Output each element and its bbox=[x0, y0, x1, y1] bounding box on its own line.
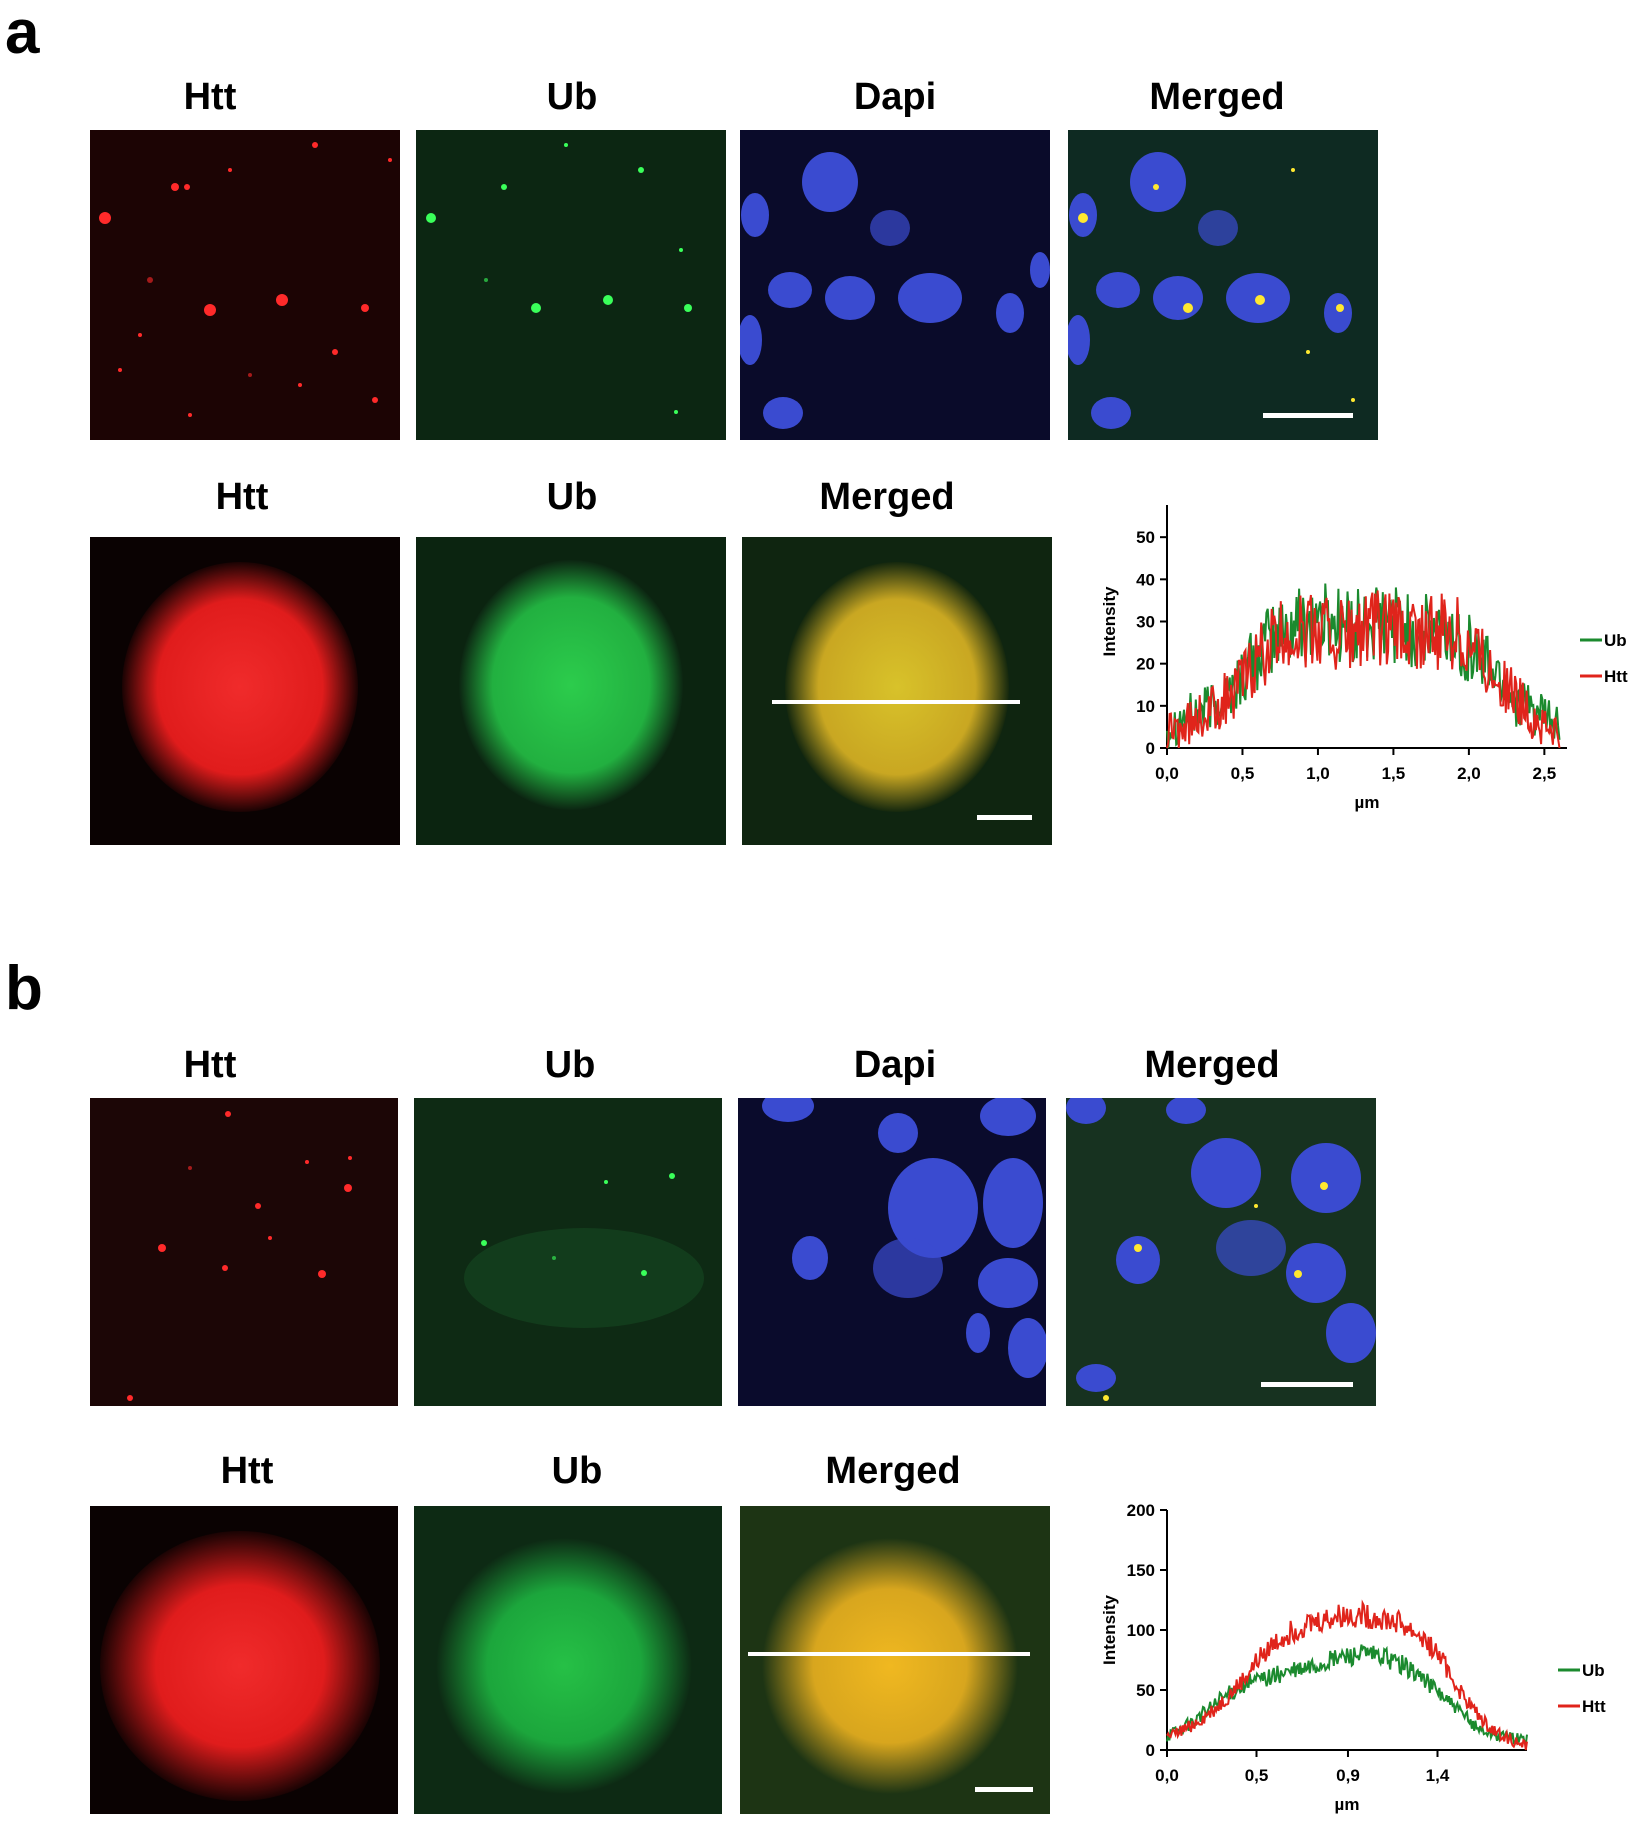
chart-b-y-tick-label: 150 bbox=[1127, 1561, 1155, 1580]
chart-b-series-htt bbox=[1166, 1599, 1528, 1751]
chart-b-y-tick-label: 50 bbox=[1136, 1681, 1155, 1700]
line-profile-marker bbox=[772, 700, 1020, 704]
zoom-b-ub bbox=[414, 1506, 722, 1814]
chart-a-x-label: µm bbox=[1355, 793, 1380, 812]
chart-b-legend-label-htt: Htt bbox=[1582, 1697, 1606, 1716]
panel-letter-a: a bbox=[5, 0, 40, 67]
zoom-b-htt bbox=[90, 1506, 398, 1814]
chart-b-x-tick-label: 0,5 bbox=[1245, 1766, 1269, 1785]
line-profile-marker bbox=[748, 1652, 1030, 1656]
chart-a-y-tick-label: 0 bbox=[1146, 739, 1155, 758]
label-b-htt: Htt bbox=[183, 1044, 237, 1086]
label-b-dapi: Dapi bbox=[853, 1044, 937, 1086]
micrograph-a-htt bbox=[90, 130, 400, 440]
chart-b-x-tick-label: 1,4 bbox=[1426, 1766, 1450, 1785]
label-b-merged: Merged bbox=[1144, 1044, 1280, 1086]
label-b-zoom-ub: Ub bbox=[551, 1450, 603, 1492]
zoom-b-merged bbox=[740, 1506, 1050, 1814]
label-a-htt: Htt bbox=[183, 76, 237, 118]
micrograph-b-htt bbox=[90, 1098, 398, 1406]
chart-a-x-tick-label: 0,0 bbox=[1155, 764, 1179, 783]
chart-b-y-tick-label: 200 bbox=[1127, 1501, 1155, 1520]
panel-letter-b: b bbox=[5, 954, 43, 1023]
chart-a-x-tick-label: 2,5 bbox=[1533, 764, 1557, 783]
chart-a-x-tick-label: 1,0 bbox=[1306, 764, 1330, 783]
chart-b-series-ub bbox=[1166, 1644, 1528, 1747]
label-a-dapi: Dapi bbox=[853, 76, 937, 118]
chart-b-legend-label-ub: Ub bbox=[1582, 1661, 1605, 1680]
chart-a-x-tick-label: 2,0 bbox=[1457, 764, 1481, 783]
label-a-ub: Ub bbox=[546, 76, 598, 118]
chart-a-y-tick-label: 40 bbox=[1136, 570, 1155, 589]
chart-b-y-tick-label: 100 bbox=[1127, 1621, 1155, 1640]
chart-b-x-tick-label: 0,9 bbox=[1336, 1766, 1360, 1785]
scale-bar bbox=[975, 1787, 1033, 1792]
label-a-zoom-htt: Htt bbox=[215, 476, 269, 518]
scale-bar bbox=[977, 815, 1032, 820]
chart-b-x-label: µm bbox=[1335, 1795, 1360, 1814]
chart-a-y-tick-label: 20 bbox=[1136, 655, 1155, 674]
chart-a-y-label: Intensity bbox=[1100, 586, 1119, 656]
scale-bar bbox=[1261, 1382, 1353, 1387]
label-b-ub: Ub bbox=[544, 1044, 596, 1086]
intensity-chart-a: 01020304050600,00,51,01,52,02,5µmIntensi… bbox=[1100, 505, 1628, 812]
label-a-zoom-ub: Ub bbox=[546, 476, 598, 518]
chart-a-y-tick-label: 50 bbox=[1136, 528, 1155, 547]
chart-a-y-tick-label: 30 bbox=[1136, 613, 1155, 632]
chart-a-legend-label-htt: Htt bbox=[1604, 667, 1628, 686]
scale-bar bbox=[1263, 413, 1353, 418]
chart-b-x-tick-label: 0,0 bbox=[1155, 1766, 1179, 1785]
micrograph-b-dapi bbox=[738, 1098, 1046, 1406]
chart-a-x-tick-label: 0,5 bbox=[1231, 764, 1255, 783]
chart-a-x-tick-label: 1,5 bbox=[1382, 764, 1406, 783]
micrograph-b-ub bbox=[414, 1098, 722, 1406]
chart-b-y-label: Intensity bbox=[1100, 1595, 1119, 1665]
micrograph-a-dapi bbox=[740, 130, 1050, 440]
chart-a-legend-label-ub: Ub bbox=[1604, 631, 1627, 650]
zoom-a-ub bbox=[416, 537, 726, 845]
chart-a-y-tick-label: 10 bbox=[1136, 697, 1155, 716]
intensity-chart-b: 0 50 100 150 200 0,0 0,5 0,9 1,4 µm Intensity Ub Htt bbox=[1100, 1501, 1606, 1814]
label-b-zoom-htt: Htt bbox=[220, 1450, 274, 1492]
label-b-zoom-merged: Merged bbox=[825, 1450, 961, 1492]
label-a-zoom-merged: Merged bbox=[819, 476, 955, 518]
micrograph-a-merged bbox=[1068, 130, 1378, 440]
zoom-a-merged bbox=[742, 537, 1052, 845]
micrograph-a-ub bbox=[416, 130, 726, 440]
micrograph-b-merged bbox=[1066, 1098, 1376, 1406]
zoom-a-htt bbox=[90, 537, 400, 845]
chart-a-series-htt bbox=[1166, 590, 1561, 749]
chart-b-y-tick-label: 0 bbox=[1146, 1741, 1155, 1760]
label-a-merged: Merged bbox=[1149, 76, 1285, 118]
